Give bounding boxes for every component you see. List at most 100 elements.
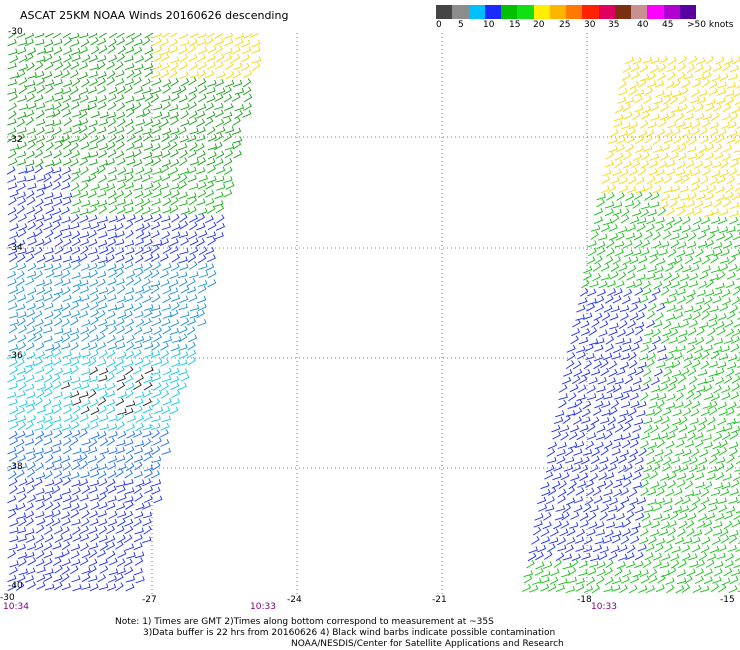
wind-barb — [133, 455, 143, 463]
wind-barb — [663, 90, 673, 98]
wind-barb — [90, 167, 100, 176]
wind-barb — [721, 481, 731, 490]
wind-barb — [178, 333, 188, 343]
wind-barb — [54, 551, 64, 559]
wind-barb — [677, 374, 687, 384]
wind-barb — [642, 280, 651, 290]
wind-barb — [619, 409, 629, 417]
wind-barb — [590, 554, 600, 562]
wind-barb — [54, 526, 63, 535]
wind-barb — [70, 437, 79, 446]
wind-barb — [61, 269, 71, 279]
wind-barb — [657, 345, 667, 353]
wind-barb — [61, 102, 70, 112]
wind-barb — [540, 481, 550, 490]
wind-barb — [595, 575, 605, 585]
wind-barb — [108, 197, 118, 206]
wind-barb — [594, 441, 604, 450]
wind-barb — [621, 122, 631, 130]
wind-barb — [648, 401, 658, 409]
wind-barb — [106, 359, 116, 368]
wind-barb — [723, 375, 733, 384]
wind-barb — [699, 449, 709, 458]
wind-barb — [144, 33, 154, 39]
wind-barb — [71, 271, 81, 280]
wind-barb — [734, 557, 740, 562]
wind-barb — [646, 216, 656, 225]
wind-barb — [152, 461, 161, 471]
wind-barb — [27, 214, 37, 223]
wind-barb — [223, 116, 232, 126]
wind-barb — [27, 557, 37, 566]
wind-barb — [570, 511, 580, 520]
wind-barb — [670, 456, 681, 464]
wind-barb — [668, 336, 678, 344]
wind-barb — [731, 382, 740, 392]
wind-barb — [125, 342, 135, 351]
wind-barb — [549, 576, 559, 585]
wind-barb — [701, 536, 711, 545]
wind-barb — [243, 33, 253, 39]
wind-barb — [152, 182, 162, 192]
wind-barb — [98, 239, 108, 248]
wind-barb — [711, 112, 720, 121]
wind-barb — [646, 352, 656, 361]
wind-barb — [682, 122, 693, 130]
wind-barb — [117, 550, 127, 559]
wind-barb — [629, 392, 639, 401]
wind-barb — [188, 231, 198, 240]
wind-barb — [33, 357, 43, 367]
wind-barb — [675, 202, 686, 210]
wind-barb — [43, 550, 53, 559]
wind-barb — [604, 480, 614, 490]
wind-barb — [43, 213, 53, 222]
wind-barb — [576, 351, 586, 360]
wind-barb — [618, 176, 628, 185]
wind-barb — [79, 157, 89, 166]
wind-barb — [674, 496, 684, 506]
wind-barb — [596, 247, 606, 256]
wind-barb — [54, 336, 64, 344]
wind-barb — [214, 158, 224, 167]
wind-barb — [36, 135, 46, 143]
wind-barb — [61, 310, 72, 318]
wind-barb — [214, 93, 224, 102]
wind-barb — [586, 256, 596, 265]
wind-barb — [180, 237, 189, 246]
wind-barb — [162, 263, 172, 271]
wind-barb — [98, 525, 108, 535]
wind-barb — [683, 399, 693, 409]
wind-barb — [696, 385, 706, 393]
wind-barb — [9, 535, 19, 543]
wind-barb — [690, 408, 700, 417]
wind-barb — [134, 63, 144, 71]
wind-barb — [695, 248, 704, 258]
wind-barb — [579, 287, 589, 297]
wind-barb — [170, 343, 180, 352]
wind-barb — [610, 214, 620, 224]
wind-barb — [70, 365, 79, 375]
wind-barb — [557, 441, 567, 449]
wind-barb — [685, 472, 695, 481]
wind-barb — [18, 399, 28, 408]
wind-barb — [171, 173, 181, 182]
wind-barb — [669, 95, 679, 105]
wind-barb — [693, 304, 703, 313]
wind-barb — [660, 286, 670, 296]
wind-barb — [736, 268, 740, 272]
wind-barb — [34, 270, 43, 280]
wind-barb — [654, 449, 664, 457]
wind-barb — [591, 318, 600, 328]
wind-barb — [44, 408, 54, 416]
wind-barb — [557, 495, 566, 504]
wind-barb — [62, 231, 72, 239]
wind-barb — [79, 208, 89, 216]
wind-barb — [664, 361, 674, 369]
wind-barb — [652, 240, 662, 249]
wind-barb — [600, 504, 610, 513]
wind-barb — [107, 304, 118, 312]
wind-barb — [652, 231, 661, 241]
wind-barb — [659, 241, 670, 248]
wind-barb — [89, 269, 98, 279]
wind-barb — [142, 132, 152, 142]
